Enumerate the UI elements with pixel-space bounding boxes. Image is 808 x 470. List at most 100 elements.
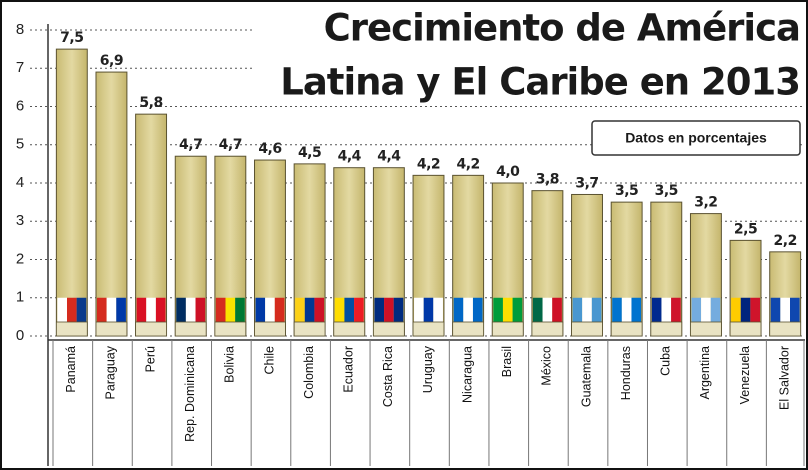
bar bbox=[95, 71, 128, 337]
x-tick-label: Venezuela bbox=[738, 346, 752, 404]
flag-stripe bbox=[265, 297, 275, 322]
flag-stripe bbox=[155, 297, 166, 322]
bar-base bbox=[491, 321, 524, 337]
value-label: 4,7 bbox=[179, 137, 202, 153]
flag-stripe bbox=[731, 297, 741, 322]
x-tick-label: Costa Rica bbox=[381, 346, 395, 407]
flag-stripe bbox=[621, 297, 632, 322]
flag-stripe bbox=[493, 297, 503, 322]
flag-stripe bbox=[701, 297, 711, 322]
y-tick-label: 1 bbox=[16, 289, 24, 306]
x-tick-label: Panamá bbox=[64, 346, 78, 393]
bar-base bbox=[333, 321, 366, 337]
flag-stripe bbox=[661, 297, 672, 322]
flag-stripe bbox=[76, 297, 87, 322]
flag-stripe bbox=[612, 297, 622, 322]
flag-stripe bbox=[780, 297, 791, 322]
value-label: 3,8 bbox=[536, 172, 559, 188]
x-tick-label: Colombia bbox=[302, 346, 316, 399]
flag-stripe bbox=[790, 297, 800, 322]
flag-stripe bbox=[651, 297, 662, 322]
flag-stripe bbox=[532, 297, 543, 322]
value-label: 4,5 bbox=[298, 145, 321, 161]
x-tick-label: Honduras bbox=[619, 346, 633, 400]
y-tick-label: 7 bbox=[16, 59, 24, 76]
flag-stripe bbox=[591, 297, 602, 322]
flag-stripe bbox=[354, 297, 364, 322]
chart-subtitle: Datos en porcentajes bbox=[625, 130, 767, 146]
value-label: 4,0 bbox=[496, 164, 520, 180]
value-label: 3,2 bbox=[694, 195, 717, 211]
chart-title: Latina y El Caribe en 2013 bbox=[280, 61, 800, 104]
bar-base bbox=[571, 321, 603, 337]
value-label: 3,5 bbox=[615, 183, 638, 199]
bar-base bbox=[412, 321, 445, 337]
x-tick-label: Bolivia bbox=[223, 346, 237, 383]
y-tick-label: 6 bbox=[16, 97, 24, 114]
flag-stripe bbox=[116, 297, 126, 322]
value-label: 6,9 bbox=[100, 53, 123, 69]
value-label: 4,4 bbox=[338, 149, 362, 165]
value-label: 3,7 bbox=[575, 175, 598, 191]
value-label: 7,5 bbox=[60, 30, 83, 46]
flag-stripe bbox=[463, 297, 473, 322]
flag-stripe bbox=[185, 297, 196, 322]
flag-stripe bbox=[374, 297, 385, 322]
bar-base bbox=[373, 321, 405, 337]
flag-stripe bbox=[740, 297, 751, 322]
x-tick-label: Chile bbox=[262, 346, 276, 375]
flag-stripe bbox=[66, 297, 77, 322]
flag-stripe bbox=[195, 297, 206, 322]
flag-stripe bbox=[384, 297, 394, 322]
y-tick-label: 5 bbox=[16, 136, 24, 153]
flag-stripe bbox=[423, 297, 434, 322]
flag-stripe bbox=[176, 297, 186, 322]
x-tick-label: Brasil bbox=[500, 346, 514, 377]
x-tick-label: Cuba bbox=[659, 346, 673, 376]
x-tick-label: México bbox=[540, 346, 554, 386]
y-tick-label: 4 bbox=[16, 174, 24, 191]
flag-stripe bbox=[136, 297, 147, 322]
bar-base bbox=[55, 321, 88, 337]
value-label: 2,2 bbox=[774, 233, 797, 249]
flag-stripe bbox=[57, 297, 67, 322]
flag-stripe bbox=[96, 297, 107, 322]
bar bbox=[55, 48, 88, 337]
x-tick-label: Guatemala bbox=[579, 346, 593, 407]
bar-base bbox=[650, 321, 683, 337]
x-tick-label: Ecuador bbox=[342, 346, 356, 393]
flag-stripe bbox=[235, 297, 245, 322]
x-tick-label: Argentina bbox=[698, 346, 712, 400]
title-backdrop bbox=[255, 4, 805, 102]
flag-stripe bbox=[582, 297, 592, 322]
bar-base bbox=[214, 321, 247, 337]
value-label: 4,4 bbox=[377, 149, 401, 165]
bar-base bbox=[174, 321, 207, 337]
subtitle-box bbox=[591, 120, 801, 156]
y-tick-label: 0 bbox=[16, 327, 24, 344]
flag-stripe bbox=[512, 297, 523, 322]
flag-stripe bbox=[106, 297, 117, 322]
flag-stripe bbox=[225, 297, 236, 322]
x-tick-label: El Salvador bbox=[777, 346, 791, 410]
bars bbox=[55, 48, 802, 337]
flag-stripe bbox=[304, 297, 315, 322]
chart-title: Crecimiento de América bbox=[324, 7, 800, 50]
flag-stripe bbox=[572, 297, 583, 322]
value-label: 4,2 bbox=[417, 156, 440, 172]
value-label: 4,6 bbox=[258, 141, 281, 157]
value-label: 3,5 bbox=[655, 183, 678, 199]
flag-stripe bbox=[472, 297, 483, 322]
labels: Panamá 7,5 Paraguay 6,9 Perú 5,8 Rep. Dominica… bbox=[52, 30, 805, 466]
flag-stripe bbox=[274, 297, 285, 322]
x-tick-label: Uruguay bbox=[421, 345, 435, 393]
flag-stripe bbox=[631, 297, 642, 322]
x-tick-label: Paraguay bbox=[104, 345, 118, 399]
bar-base bbox=[690, 321, 722, 337]
x-tick-label: Nicaragua bbox=[460, 346, 474, 403]
flag-stripe bbox=[314, 297, 325, 322]
value-label: 2,5 bbox=[734, 221, 757, 237]
flag-stripe bbox=[433, 297, 443, 322]
flag-stripe bbox=[542, 297, 553, 322]
